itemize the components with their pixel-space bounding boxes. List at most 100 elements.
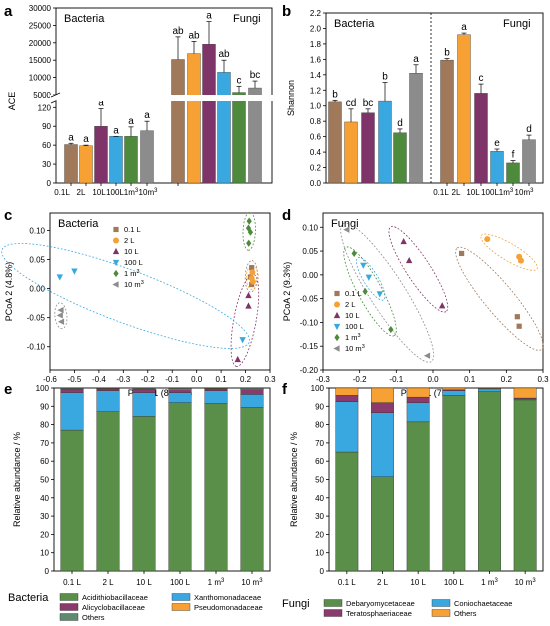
axis-break-band [56,95,272,101]
bar-segment [335,451,359,572]
x-tick-label: 10L [92,188,106,197]
legend-label: 10 L [345,311,360,320]
bar-segment [168,389,192,393]
significance-letter: ab [218,49,230,60]
data-point [249,278,256,285]
x-tick-label: -0.6 [43,375,57,384]
y-tick-label: 0 [47,179,52,188]
bar [140,130,154,184]
x-tick-label: 100 L [444,578,465,587]
significance-letter: a [83,134,89,145]
group-label-fungi: Fungi [233,13,261,25]
bar-segment [204,390,228,404]
panel-label: b [282,3,291,20]
data-point [423,352,431,359]
x-tick-label: 1 m3 [208,578,225,587]
x-tick-label: 0.3 [537,375,549,384]
y-tick-label: 50 [40,476,49,485]
bar [79,145,93,184]
bar-segment [371,387,394,403]
confidence-ellipse [54,302,68,330]
data-point [245,291,252,299]
x-tick-label: 2L [452,188,461,197]
bar [171,59,185,184]
superscript-3: 3 [221,578,225,584]
legend-swatch [59,603,79,611]
bar [490,151,504,184]
bar-segment [240,387,264,390]
x-tick-label: -0.5 [68,375,82,384]
y-tick-label: 0.00 [29,285,45,294]
confidence-ellipse [242,211,256,251]
legend: Bacteria Acidithiobacillaceae Xanthomonada… [8,592,263,622]
legend-label: 1 m3 [345,333,361,342]
superscript-3: 3 [510,188,514,194]
y-tick-label: 0.05 [302,247,318,256]
data-point [438,302,446,309]
bar-segment [132,392,156,417]
significance-letter: a [206,11,212,22]
x-tick-label: 10m3 [515,188,535,197]
legend-swatch [431,599,451,607]
x-tick-label: 0.0 [191,375,203,384]
significance-letter: a [98,98,104,109]
confidence-ellipse [388,226,449,313]
x-tick-label: 10 m3 [241,578,263,587]
x-tick-label: 2L [77,188,86,197]
legend-label: Alicyclobacillaceae [82,603,145,612]
panel-f: f 0 10 20 30 40 50 60 70 80 90 100 Relative abundanc… [282,381,544,618]
bar [440,59,454,184]
legend-label: 0.1 L [124,225,141,234]
bar-segment [478,391,501,572]
y-tick-label: 1.4 [310,71,322,80]
y-tick-label: 15000 [29,56,52,65]
x-tick-label: 0.1 L [63,578,81,587]
stacked-bars [335,387,537,572]
points [343,226,524,359]
bar-segment [478,387,501,389]
x-axis-label: PCoA 1 (75.9%) [401,388,466,398]
y-tick-label: 25000 [29,21,52,30]
y-tick-label: 70 [40,439,49,448]
y-axis-label: Relative abundance / % [289,432,299,527]
bar [202,43,216,184]
data-point [234,355,241,363]
y-tick-label: 120 [38,103,52,112]
legend-label: Pseudomonadaceae [194,603,263,612]
confidence-ellipses [1,211,260,367]
legend-label: 10 m3 [124,280,144,289]
legend-swatch [171,603,191,611]
bar-segment [478,388,501,392]
y-tick-label: 60 [42,141,51,150]
y-tick-label: 0.00 [302,271,318,280]
data-point [365,274,373,281]
data-point [56,312,63,319]
legend-label: Debaryomycetaceae [346,599,415,608]
y-tick-label: 0.10 [302,223,318,232]
data-point [239,337,246,344]
legend-swatch [59,613,79,621]
y-tick-label: 5000 [33,91,51,100]
significance-letter: a [413,54,419,65]
bar [474,93,488,184]
legend-swatch [59,593,79,601]
bar [409,73,423,184]
x-tick-label: 100 L [170,578,191,587]
x-tick-label: -0.2 [353,375,367,384]
data-point [57,318,65,325]
bar-segment [335,401,359,453]
x-tick-label: 0.2 [501,375,513,384]
data-point [56,274,63,281]
y-tick-label: 0.8 [310,117,322,126]
legend-marker [113,269,119,278]
y-tick-label: 100 [311,384,325,393]
data-point [245,302,252,309]
superscript-3: 3 [362,344,365,350]
legend-swatch [431,609,451,617]
panel-d: d Fungi -0.3 -0.2 -0.1 0.0 0.1 0.2 0.3 -0.20 -0.15… [282,207,549,398]
bar [109,136,123,184]
data-point [249,269,256,276]
data-point [247,228,254,236]
x-tick-label: 100L [106,188,124,197]
